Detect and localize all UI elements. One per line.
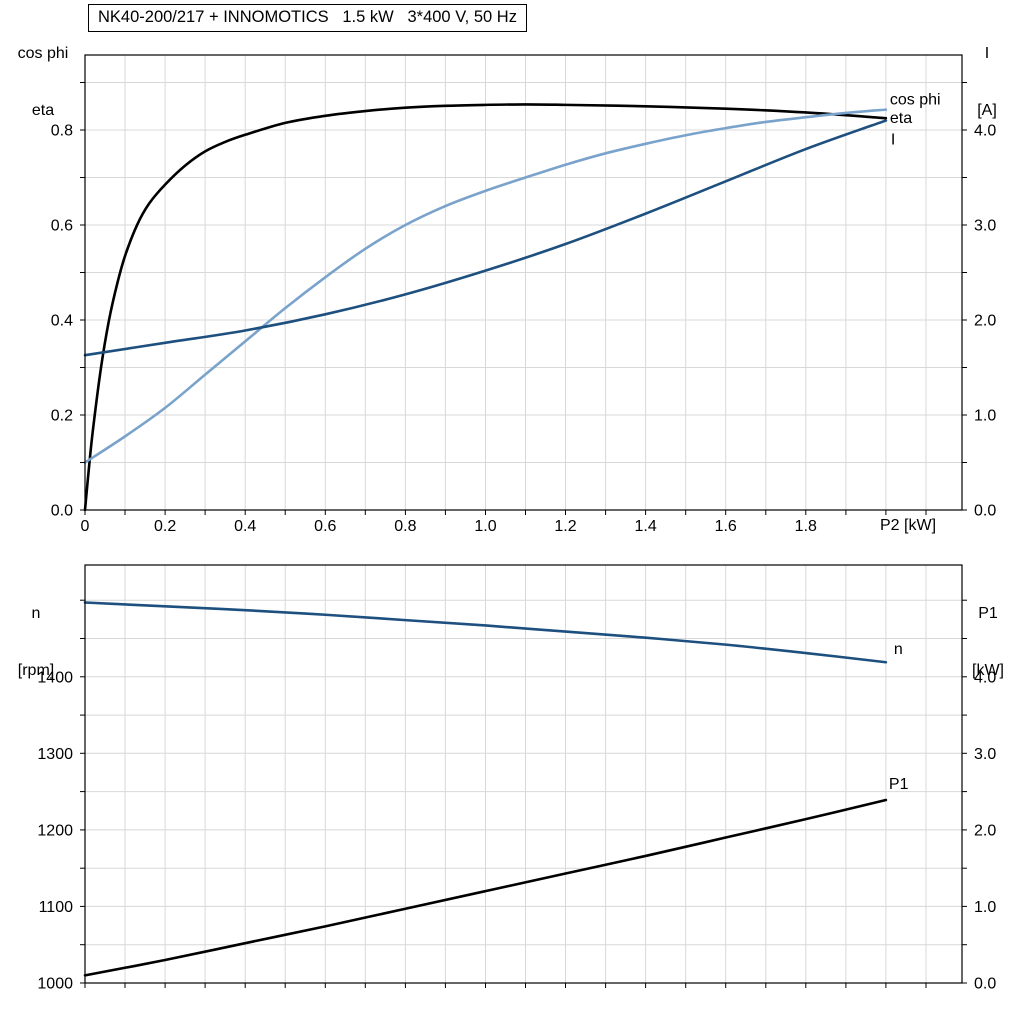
x-tick-label: 1.6 [715,518,737,535]
left-axis-title-line2: eta [31,102,55,119]
top-chart-left-axis-title: cos phi eta [4,6,82,158]
x-tick-label: 0 [81,518,90,535]
series-label-i: I [891,132,895,149]
plot-frame [84,564,963,984]
series-label-n: n [894,641,903,658]
p1-axis-title-line2: [kW] [972,662,1004,679]
right-axis-title-line1: I [984,45,990,62]
chart-title: NK40-200/217 + INNOMOTICS 1.5 kW 3*400 V… [88,4,527,32]
right-axis-title-line2: [A] [977,102,997,119]
right-tick-label: 0.0 [974,503,996,520]
x-tick-label: 1.2 [554,518,576,535]
right-tick-label: 4.0 [974,669,996,686]
left-tick-label: 1200 [37,822,73,839]
series-line-p1 [83,798,888,977]
speed-axis-title-line1: n [31,605,41,622]
right-tick-label: 2.0 [974,822,996,839]
left-tick-label: 0.6 [51,218,73,235]
x-tick-label: 1.4 [634,518,656,535]
left-tick-label: 1000 [37,976,73,993]
right-tick-label: 3.0 [974,746,996,763]
series-line-eta [83,103,888,512]
left-tick-label: 0.4 [51,313,73,330]
left-axis-title-line1: cos phi [17,45,69,62]
right-tick-label: 3.0 [974,218,996,235]
x-axis-title: P2 [kW] [880,517,937,534]
right-tick-label: 2.0 [974,313,996,330]
series-label-eta: eta [890,110,912,127]
plot-frame [84,54,963,511]
series-line-i [83,119,888,357]
left-tick-label: 0.0 [51,503,73,520]
x-tick-label: 1.0 [474,518,496,535]
x-tick-label: 1.8 [795,518,817,535]
x-tick-label: 0.4 [234,518,256,535]
series-line-n [83,601,888,664]
x-tick-label: 0.2 [154,518,176,535]
left-tick-label: 0.2 [51,408,73,425]
left-tick-label: 1400 [37,669,73,686]
x-tick-label: 0.6 [314,518,336,535]
series-label-cos-phi: cos phi [890,92,941,109]
bottom-chart-left-axis-title: n [rpm] [8,566,64,718]
bottom-chart-right-axis-title: P1 [kW] [960,566,1016,718]
top-chart-right-axis-title: I [A] [962,6,1012,158]
right-tick-label: 4.0 [974,123,996,140]
series-label-p1: P1 [889,776,909,793]
series-line-cos-phi [83,108,888,464]
speed-axis-title-line2: [rpm] [17,662,55,679]
right-tick-label: 1.0 [974,408,996,425]
right-tick-label: 0.0 [974,976,996,993]
x-tick-label: 0.8 [394,518,416,535]
left-tick-label: 0.8 [51,123,73,140]
right-tick-label: 1.0 [974,899,996,916]
p1-axis-title-line1: P1 [978,605,998,622]
left-tick-label: 1100 [39,899,74,916]
left-tick-label: 1300 [37,746,73,763]
